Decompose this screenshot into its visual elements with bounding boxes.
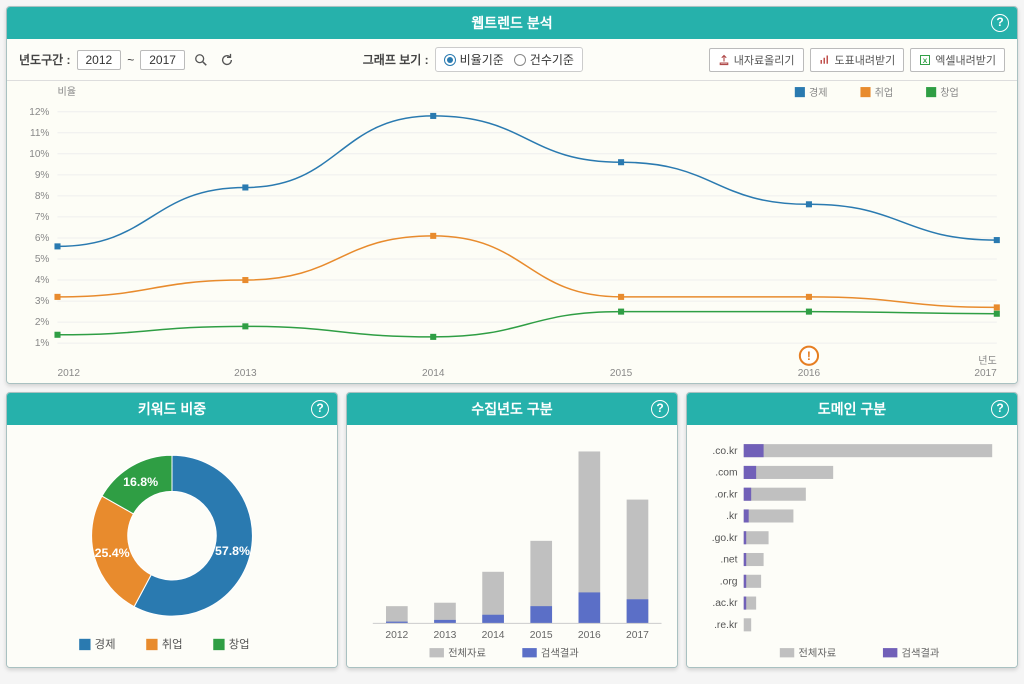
- main-header: 웹트렌드 분석 ?: [7, 7, 1017, 39]
- chart-download-label: 도표내려받기: [835, 52, 896, 68]
- svg-text:.or.kr: .or.kr: [715, 489, 738, 500]
- view-radio-group: 비율기준 건수기준: [435, 47, 583, 72]
- yearbar-chart: 2012 2013 2014 2015 2016 2017 전체자료 검색결과: [347, 425, 677, 667]
- svg-text:X: X: [923, 58, 928, 65]
- radio-count[interactable]: 건수기준: [514, 51, 574, 68]
- svg-text:25.4%: 25.4%: [95, 546, 130, 560]
- svg-text:9%: 9%: [35, 170, 50, 181]
- line-chart: 1% 2% 3% 4% 5% 6% 7% 8% 9% 10% 11% 12% 2012 2013 2014 2…: [7, 81, 1017, 384]
- svg-text:11%: 11%: [30, 128, 49, 139]
- svg-text:2014: 2014: [482, 630, 505, 641]
- radio-ratio-dot: [444, 54, 456, 66]
- domain-header: 도메인 구분 ?: [687, 393, 1017, 425]
- svg-text:취업: 취업: [162, 638, 183, 651]
- svg-text:1%: 1%: [35, 338, 50, 349]
- svg-text:경제: 경제: [95, 637, 116, 651]
- svg-text:전체자료: 전체자료: [798, 647, 836, 659]
- svg-text:비율: 비율: [58, 86, 77, 98]
- year-from-input[interactable]: 2012: [77, 50, 122, 70]
- svg-text:검색결과: 검색결과: [902, 647, 940, 659]
- keyword-title: 키워드 비중: [138, 401, 206, 417]
- svg-text:.ac.kr: .ac.kr: [712, 598, 738, 609]
- help-icon[interactable]: ?: [991, 400, 1009, 418]
- svg-text:취업: 취업: [875, 86, 894, 99]
- svg-text:2012: 2012: [385, 630, 408, 641]
- svg-text:2%: 2%: [35, 317, 50, 328]
- svg-text:창업: 창업: [940, 86, 959, 99]
- help-icon[interactable]: ?: [651, 400, 669, 418]
- radio-count-dot: [514, 54, 526, 66]
- svg-text:12%: 12%: [29, 107, 49, 118]
- svg-text:전체자료: 전체자료: [448, 647, 486, 659]
- svg-text:5%: 5%: [35, 254, 50, 265]
- keyword-header: 키워드 비중 ?: [7, 393, 337, 425]
- svg-text:.com: .com: [715, 468, 737, 479]
- help-icon[interactable]: ?: [311, 400, 329, 418]
- svg-text:.org: .org: [720, 576, 738, 587]
- svg-text:.co.kr: .co.kr: [712, 446, 738, 457]
- domain-chart: .co.kr .com .or.kr .kr .go.kr .net .org .ac.kr.…: [687, 425, 1017, 667]
- range-label: 년도구간 :: [19, 51, 71, 68]
- svg-text:4%: 4%: [35, 275, 50, 286]
- upload-button[interactable]: 내자료올리기: [709, 48, 804, 72]
- keyword-panel: 키워드 비중 ? 57.8% 25.4% 16.8% 경제 취업 창업: [6, 392, 338, 668]
- svg-text:2012: 2012: [58, 368, 81, 379]
- main-title: 웹트렌드 분석: [471, 15, 552, 31]
- svg-text:검색결과: 검색결과: [541, 647, 579, 659]
- yearbar-header: 수집년도 구분 ?: [347, 393, 677, 425]
- sub-panels-row: 키워드 비중 ? 57.8% 25.4% 16.8% 경제 취업 창업 수집년도 구분 ?…: [6, 392, 1018, 668]
- svg-text:2017: 2017: [626, 630, 649, 641]
- view-label: 그래프 보기 :: [363, 51, 429, 68]
- svg-text:2015: 2015: [610, 368, 633, 379]
- svg-text:!: !: [807, 349, 811, 363]
- svg-text:16.8%: 16.8%: [123, 475, 158, 489]
- main-panel: 웹트렌드 분석 ? 년도구간 : 2012 ~ 2017 그래프 보기 : 비율…: [6, 6, 1018, 384]
- refresh-icon[interactable]: [217, 50, 237, 70]
- chart-download-button[interactable]: 도표내려받기: [810, 48, 905, 72]
- svg-text:2014: 2014: [422, 368, 445, 379]
- svg-text:.kr: .kr: [726, 511, 738, 522]
- domain-panel: 도메인 구분 ? .co.kr .com .or.kr .kr .go.kr .net .o…: [686, 392, 1018, 668]
- yearbar-panel: 수집년도 구분 ? 2012 2013 2014 2015 2016 2017 전체자료 검색…: [346, 392, 678, 668]
- radio-ratio-label: 비율기준: [460, 51, 504, 68]
- range-tilde: ~: [127, 53, 134, 67]
- domain-title: 도메인 구분: [818, 401, 886, 417]
- svg-text:경제: 경제: [809, 86, 828, 99]
- excel-download-label: 엑셀내려받기: [935, 52, 996, 68]
- yearbar-title: 수집년도 구분: [471, 401, 552, 417]
- svg-text:2016: 2016: [798, 368, 821, 379]
- svg-text:2016: 2016: [578, 630, 601, 641]
- svg-text:6%: 6%: [35, 233, 50, 244]
- svg-text:7%: 7%: [35, 212, 50, 223]
- svg-text:2013: 2013: [234, 368, 257, 379]
- excel-download-button[interactable]: X 엑셀내려받기: [910, 48, 1005, 72]
- svg-text:2013: 2013: [434, 630, 457, 641]
- svg-text:.re.kr: .re.kr: [714, 620, 738, 631]
- radio-ratio[interactable]: 비율기준: [444, 51, 504, 68]
- radio-count-label: 건수기준: [530, 51, 574, 68]
- main-toolbar: 년도구간 : 2012 ~ 2017 그래프 보기 : 비율기준 건수기준 내자…: [7, 39, 1017, 81]
- svg-text:2017: 2017: [974, 368, 997, 379]
- svg-text:10%: 10%: [29, 149, 49, 160]
- year-to-input[interactable]: 2017: [140, 50, 185, 70]
- svg-text:3%: 3%: [35, 296, 50, 307]
- svg-text:.go.kr: .go.kr: [712, 533, 738, 544]
- donut-chart: 57.8% 25.4% 16.8% 경제 취업 창업: [7, 425, 337, 667]
- svg-text:57.8%: 57.8%: [215, 544, 250, 558]
- search-icon[interactable]: [191, 50, 211, 70]
- svg-text:.net: .net: [720, 555, 737, 566]
- svg-text:년도: 년도: [978, 355, 997, 367]
- svg-text:8%: 8%: [35, 191, 50, 202]
- help-icon[interactable]: ?: [991, 14, 1009, 32]
- upload-label: 내자료올리기: [734, 52, 795, 68]
- svg-text:2015: 2015: [530, 630, 553, 641]
- svg-text:창업: 창업: [229, 638, 250, 651]
